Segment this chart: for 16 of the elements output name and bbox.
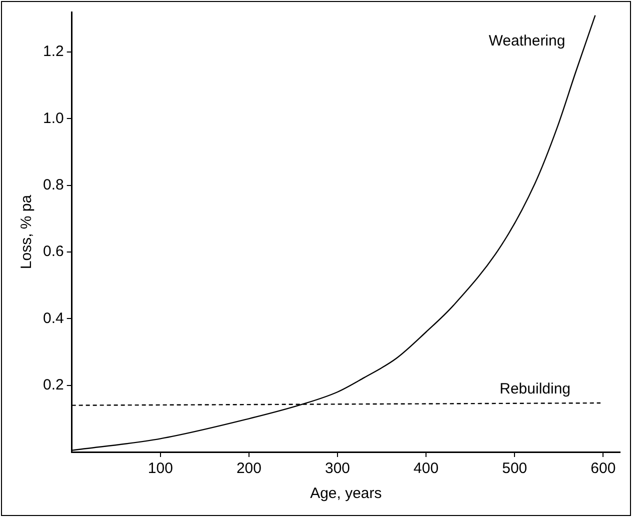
y-tick-label: 0.4 [42,310,64,327]
x-tick-label: 100 [148,460,173,478]
series-label: Rebuilding [500,380,571,398]
x-tick-label: 300 [325,460,350,478]
y-tick-label: 0.8 [42,176,64,194]
series-label: Weathering [488,32,566,50]
x-tick-label: 600 [590,460,616,478]
y-tick-label: 1.0 [42,110,64,127]
x-tick-label: 500 [502,460,528,478]
y-tick-label: 0.6 [42,243,64,260]
y-tick-label: 0.2 [42,376,64,394]
x-axis-title: Age, years [310,485,382,502]
y-axis-title: Loss, % pa [18,194,36,270]
x-tick-label: 400 [414,460,439,478]
y-tick-label: 1.2 [42,43,64,60]
x-tick-label: 200 [236,460,262,478]
